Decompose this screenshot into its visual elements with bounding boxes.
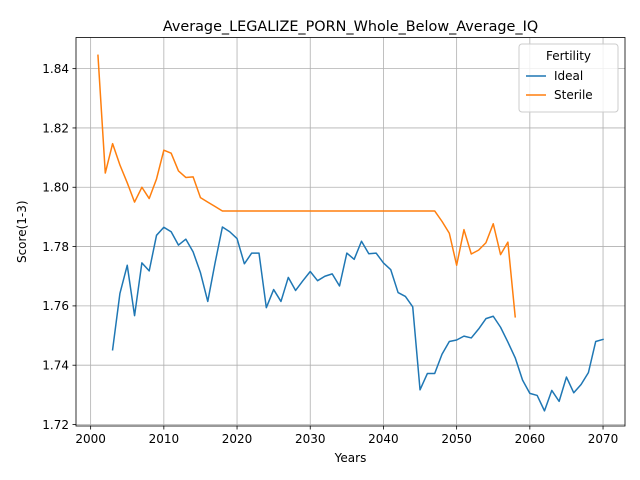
x-axis-label: Years: [334, 451, 367, 465]
y-tick-label: 1.80: [42, 181, 69, 195]
x-tick-label: 2040: [368, 432, 399, 446]
y-tick-label: 1.84: [42, 62, 69, 76]
x-tick-label: 2060: [515, 432, 546, 446]
series-line-sterile: [97, 54, 517, 318]
x-tick-label: 2000: [75, 432, 106, 446]
legend-title: Fertility: [546, 49, 591, 63]
x-tick-label: 2030: [295, 432, 326, 446]
legend-label-sterile: Sterile: [554, 88, 593, 102]
y-tick-label: 1.76: [42, 299, 69, 313]
legend-entries: Ideal Sterile: [526, 69, 593, 102]
series-lines: [97, 54, 604, 412]
legend-label-ideal: Ideal: [554, 69, 583, 83]
series-line-ideal: [111, 226, 604, 412]
x-tick-label: 2010: [149, 432, 180, 446]
legend: Fertility Ideal Sterile: [518, 43, 619, 113]
y-tick-label: 1.74: [42, 359, 69, 373]
x-tick-label: 2070: [588, 432, 619, 446]
y-tick-label: 1.72: [42, 418, 69, 432]
x-tick-label: 2050: [441, 432, 472, 446]
plot-frame: [75, 37, 626, 427]
x-tick-label: 2020: [222, 432, 253, 446]
y-axis-label: Score(1-3): [15, 200, 29, 263]
y-tick-label: 1.82: [42, 121, 69, 135]
y-tick-label: 1.78: [42, 240, 69, 254]
axis-ticks: 2000 2010 2020 2030 2040 2050 2060 2070 1.72 1.74…: [42, 62, 618, 446]
chart-title: Average_LEGALIZE_PORN_Whole_Below_Averag…: [163, 19, 538, 35]
